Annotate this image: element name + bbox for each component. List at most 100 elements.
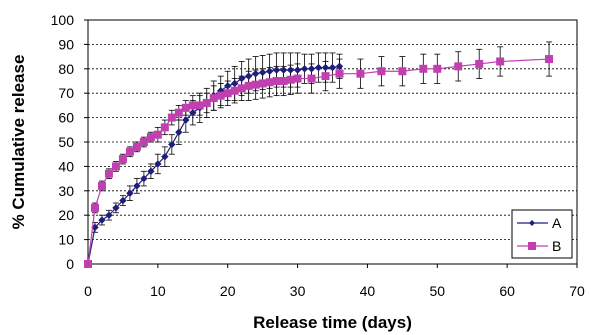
series-A-point: [224, 82, 232, 90]
x-tick-label-40: 40: [360, 283, 376, 299]
series-A-point: [265, 67, 274, 75]
series-A-point: [140, 174, 148, 183]
series-B-point: [174, 108, 183, 117]
series-A-point: [133, 182, 141, 190]
series-A-point: [161, 152, 169, 161]
series-B-point: [111, 162, 120, 171]
series-B-point: [237, 84, 246, 93]
x-tick-label-0: 0: [84, 283, 92, 299]
y-tick-label-60: 60: [58, 110, 74, 126]
y-tick-label-20: 20: [58, 207, 74, 223]
legend-box: [511, 209, 573, 259]
series-A-point: [112, 204, 120, 212]
series-B-point: [104, 169, 113, 178]
series-B-point: [251, 80, 260, 89]
series-B-point: [188, 101, 197, 110]
series-B-point: [195, 101, 204, 110]
series-B-point: [293, 74, 302, 83]
series-A-point: [300, 65, 309, 73]
series-A-point: [258, 68, 267, 77]
series-B-point: [230, 86, 239, 95]
legend-item-A: A: [517, 215, 562, 231]
series: [84, 55, 554, 268]
series-B-point: [265, 78, 274, 87]
legend-label-B: B: [552, 238, 561, 254]
series-A-point: [251, 69, 260, 78]
series-A-point: [154, 160, 162, 168]
legend-label-A: A: [552, 215, 562, 231]
x-tick-label-70: 70: [569, 283, 585, 299]
series-B-point: [433, 64, 442, 73]
series-B-point: [132, 142, 141, 151]
axes: [84, 19, 578, 268]
series-B-point: [209, 94, 218, 103]
series-A-point: [272, 66, 281, 74]
y-tick-label-30: 30: [58, 183, 74, 199]
series-A-point: [321, 63, 330, 72]
y-axis-title: % Cumulative release: [9, 55, 28, 230]
series-B-point: [84, 260, 92, 268]
x-axis-title: Release time (days): [253, 313, 412, 332]
y-tick-label-90: 90: [58, 36, 74, 52]
series-A-point: [182, 116, 190, 124]
y-tick-label-70: 70: [58, 85, 74, 101]
series-A-point: [335, 62, 344, 71]
series-A-point: [286, 66, 295, 74]
series-A-point: [230, 79, 239, 88]
series-B-point: [216, 91, 225, 100]
series-A-point: [279, 66, 288, 74]
series-A-point: [189, 109, 197, 117]
series-A-point: [328, 63, 337, 72]
series-B-point: [258, 79, 267, 88]
y-tick-label-100: 100: [51, 12, 75, 28]
x-tick-label-30: 30: [290, 283, 306, 299]
series-B-point: [223, 89, 232, 98]
x-tick-label-10: 10: [150, 283, 166, 299]
y-tick-label-10: 10: [58, 232, 74, 248]
series-B-point: [181, 103, 190, 112]
x-tick-label-20: 20: [220, 283, 236, 299]
series-A-point: [307, 65, 316, 73]
series-B-point: [321, 72, 330, 81]
legend: AB: [511, 209, 573, 259]
x-tick-label-60: 60: [499, 283, 515, 299]
series-B-point: [118, 155, 127, 164]
series-A-point: [147, 167, 155, 175]
series-B-point: [545, 55, 554, 64]
legend-swatch-marker-B: [528, 242, 536, 250]
series-B-point: [90, 203, 99, 212]
series-B-point: [202, 98, 211, 107]
series-B-point: [454, 62, 463, 71]
series-B-point: [153, 130, 162, 139]
series-B-point: [356, 69, 365, 78]
series-A-point: [314, 63, 323, 72]
series-B-point: [419, 64, 428, 73]
series-B-point: [496, 57, 505, 66]
series-B-point: [279, 77, 288, 85]
series-B-point: [272, 77, 281, 85]
series-A-point: [119, 196, 127, 205]
legend-swatch-marker-A: [529, 220, 535, 226]
x-tick-label-50: 50: [429, 283, 445, 299]
y-tick-label-40: 40: [58, 158, 74, 174]
legend-item-B: B: [517, 238, 561, 254]
series-A-point: [105, 211, 113, 219]
legend-items: AB: [517, 215, 562, 254]
series-A-point: [293, 66, 302, 74]
y-tick-label-0: 0: [66, 256, 74, 272]
series-B-point: [286, 75, 295, 84]
series-B-point: [307, 74, 316, 83]
series-A-point: [126, 189, 134, 197]
series-A-point: [237, 74, 246, 83]
series-B-point: [160, 123, 169, 132]
series-A-point: [168, 140, 176, 149]
series-B-point: [146, 133, 155, 142]
series-B-point: [139, 138, 148, 146]
y-tick-label-50: 50: [58, 134, 74, 150]
series-A-point: [98, 216, 106, 224]
series-B-point: [475, 59, 484, 68]
series-B-point: [167, 113, 176, 122]
series-A-point: [244, 72, 253, 80]
